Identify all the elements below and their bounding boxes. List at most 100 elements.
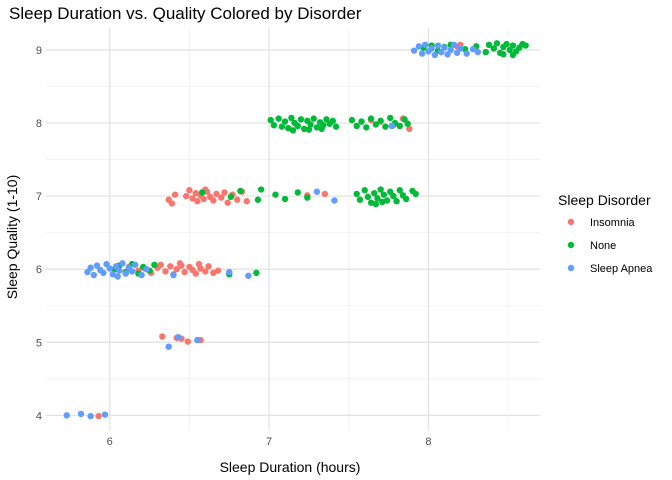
- point-insomnia: [168, 200, 176, 207]
- point-none: [401, 116, 408, 123]
- point-none: [272, 191, 279, 198]
- point-none: [300, 125, 308, 133]
- point-none: [490, 45, 497, 52]
- data-points: [63, 40, 529, 420]
- point-sleep-apnea: [422, 41, 429, 49]
- point-sleep-apnea: [116, 267, 123, 274]
- point-sleep-apnea: [63, 412, 70, 419]
- point-none: [227, 193, 235, 201]
- point-none: [198, 189, 206, 196]
- point-none: [506, 46, 513, 54]
- tick-labels: 6 7 8 4 5 6 7 8 9: [36, 45, 432, 448]
- point-none: [379, 198, 386, 206]
- point-sleep-apnea: [463, 50, 470, 57]
- legend: Sleep Disorder Insomnia None Sleep Apnea: [558, 192, 653, 275]
- point-none: [522, 42, 529, 49]
- point-sleep-apnea: [444, 51, 451, 58]
- point-insomnia: [224, 199, 231, 206]
- point-sleep-apnea: [226, 268, 233, 276]
- point-none: [377, 186, 384, 193]
- point-insomnia: [183, 192, 190, 200]
- point-insomnia: [176, 260, 184, 267]
- point-sleep-apnea: [450, 41, 458, 49]
- point-none: [382, 123, 389, 130]
- point-none: [288, 114, 295, 122]
- y-tick-label: 7: [36, 191, 42, 203]
- point-insomnia: [181, 268, 188, 276]
- point-sleep-apnea: [434, 42, 442, 49]
- point-insomnia: [214, 267, 222, 274]
- point-none: [363, 124, 370, 131]
- point-none: [285, 124, 292, 132]
- point-sleep-apnea: [77, 410, 85, 418]
- point-sleep-apnea: [101, 411, 109, 418]
- legend-key-none: [567, 241, 575, 249]
- point-insomnia: [192, 189, 199, 197]
- point-none: [332, 123, 340, 130]
- point-none: [402, 195, 410, 203]
- point-none: [361, 187, 368, 194]
- point-sleep-apnea: [103, 260, 110, 268]
- y-tick-label: 9: [36, 45, 42, 57]
- point-none: [393, 198, 400, 205]
- x-tick-label: 6: [107, 436, 113, 448]
- point-none: [377, 117, 384, 125]
- point-sleep-apnea: [93, 262, 101, 269]
- legend-title: Sleep Disorder: [558, 192, 651, 208]
- point-none: [294, 189, 301, 196]
- point-insomnia: [221, 189, 228, 196]
- point-none: [396, 122, 403, 130]
- point-none: [387, 114, 394, 122]
- point-sleep-apnea: [415, 43, 423, 50]
- point-none: [310, 115, 317, 122]
- point-insomnia: [243, 198, 250, 205]
- legend-key-sleep-apnea: [567, 264, 575, 272]
- point-sleep-apnea: [132, 261, 139, 269]
- point-insomnia: [321, 190, 329, 198]
- point-none: [270, 122, 278, 129]
- x-tick-label: 8: [425, 436, 431, 448]
- point-insomnia: [184, 338, 192, 345]
- point-insomnia: [218, 194, 225, 201]
- point-sleep-apnea: [87, 264, 94, 271]
- point-insomnia: [167, 263, 174, 270]
- point-none: [500, 51, 507, 58]
- y-tick-label: 5: [36, 337, 42, 349]
- point-sleep-apnea: [109, 271, 117, 278]
- point-sleep-apnea: [410, 47, 418, 54]
- point-sleep-apnea: [418, 50, 426, 57]
- point-insomnia: [195, 260, 203, 268]
- x-axis-title: Sleep Duration (hours): [220, 459, 361, 475]
- point-none: [294, 122, 301, 130]
- y-axis-title: Sleep Quality (1-10): [4, 175, 20, 300]
- point-sleep-apnea: [170, 271, 177, 279]
- point-sleep-apnea: [128, 268, 136, 275]
- point-none: [253, 269, 260, 277]
- point-none: [289, 127, 297, 134]
- point-none: [485, 41, 493, 49]
- point-none: [257, 186, 265, 193]
- point-none: [353, 122, 360, 130]
- legend-label-sleep-apnea: Sleep Apnea: [590, 263, 653, 275]
- point-insomnia: [159, 333, 166, 340]
- point-insomnia: [406, 125, 413, 133]
- point-insomnia: [192, 270, 199, 277]
- point-sleep-apnea: [331, 197, 338, 204]
- point-sleep-apnea: [138, 271, 145, 279]
- point-sleep-apnea: [431, 51, 439, 59]
- point-none: [297, 116, 305, 123]
- point-insomnia: [200, 195, 207, 203]
- point-sleep-apnea: [175, 333, 182, 341]
- point-insomnia: [205, 263, 212, 270]
- point-insomnia: [194, 198, 201, 205]
- point-none: [412, 190, 419, 198]
- point-none: [348, 116, 356, 124]
- x-tick-label: 7: [266, 436, 272, 448]
- point-none: [503, 40, 510, 48]
- point-sleep-apnea: [438, 48, 445, 56]
- point-none: [372, 121, 380, 128]
- point-none: [329, 117, 337, 125]
- point-insomnia: [157, 261, 164, 269]
- point-none: [358, 118, 365, 125]
